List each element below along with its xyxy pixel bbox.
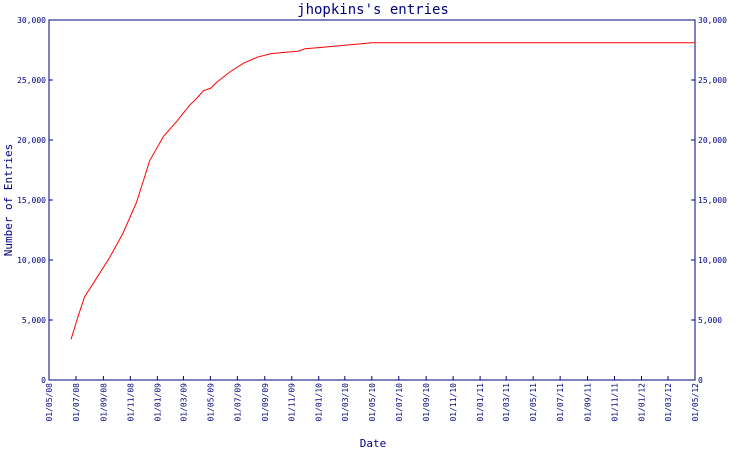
y-tick-label-left: 15,000: [17, 196, 46, 205]
entries-series-line: [70, 42, 695, 340]
y-axis: 0 0 5,000 5,000 10,000 10,000 15,000 15,000 20,0…: [17, 16, 727, 385]
x-tick-label: 01/01/09: [153, 383, 162, 422]
x-tick-label: 01/05/09: [206, 383, 215, 422]
x-tick-label: 01/05/10: [368, 383, 377, 422]
y-axis-title: Number of Entries: [2, 144, 15, 257]
series-group: [70, 42, 695, 340]
x-tick-label: 01/05/12: [691, 383, 700, 422]
x-tick-label: 01/07/11: [556, 383, 565, 422]
x-tick-label: 01/05/11: [529, 383, 538, 422]
y-tick-label-right: 15,000: [698, 196, 727, 205]
x-tick-label: 01/11/08: [126, 383, 135, 422]
x-tick-label: 01/03/12: [664, 383, 673, 422]
plot-frame: [48, 19, 696, 381]
chart-title: jhopkins's entries: [297, 2, 449, 18]
x-axis-title: Date: [360, 437, 387, 450]
x-tick-label: 01/09/11: [584, 383, 593, 422]
x-tick-label: 01/05/08: [45, 383, 54, 422]
x-axis: 01/05/08 01/07/08 01/09/08 01/11/08 01/01/09…: [45, 376, 700, 422]
x-tick-label: 01/11/10: [449, 383, 458, 422]
x-tick-label: 01/01/10: [315, 383, 324, 422]
x-tick-label: 01/07/09: [233, 383, 242, 422]
x-tick-label: 01/03/11: [502, 383, 511, 422]
y-tick-label-right: 5,000: [698, 316, 722, 325]
y-tick-label-left: 20,000: [17, 136, 46, 145]
y-tick-label-right: 10,000: [698, 256, 727, 265]
y-tick-label-right: 20,000: [698, 136, 727, 145]
x-tick-label: 01/07/10: [395, 383, 404, 422]
x-tick-label: 01/03/09: [179, 383, 188, 422]
y-tick-label-right: 25,000: [698, 76, 727, 85]
y-tick-label-left: 0: [41, 376, 46, 385]
y-tick-label-left: 5,000: [22, 316, 46, 325]
x-tick-label: 01/01/12: [637, 383, 646, 422]
y-tick-label-left: 30,000: [17, 16, 46, 25]
y-tick-label-left: 10,000: [17, 256, 46, 265]
y-tick-label-left: 25,000: [17, 76, 46, 85]
x-tick-label: 01/11/09: [288, 383, 297, 422]
y-tick-label-right: 30,000: [698, 16, 727, 25]
x-tick-label: 01/09/08: [99, 383, 108, 422]
x-tick-label: 01/09/09: [261, 383, 270, 422]
y-tick-label-right: 0: [698, 376, 703, 385]
x-tick-label: 01/07/08: [72, 383, 81, 422]
x-tick-label: 01/11/11: [611, 383, 620, 422]
x-tick-label: 01/01/11: [476, 383, 485, 422]
x-tick-label: 01/03/10: [341, 383, 350, 422]
x-tick-label: 01/09/10: [422, 383, 431, 422]
